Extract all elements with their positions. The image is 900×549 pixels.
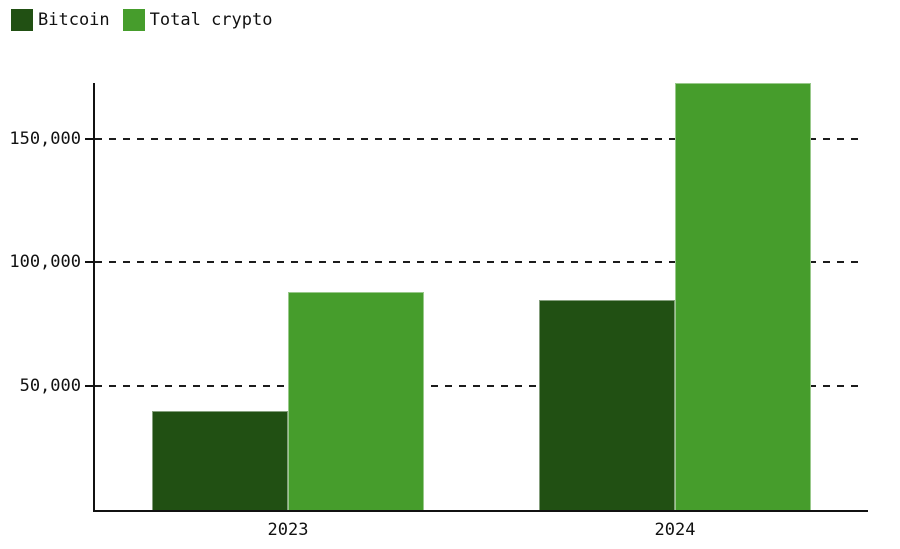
legend-swatch-bitcoin (11, 9, 33, 31)
bar-bitcoin-2023 (152, 411, 288, 510)
y-axis-label-50000: 50,000 (19, 376, 81, 396)
bar-total-crypto-2023 (288, 292, 424, 510)
legend-swatch-total-crypto (122, 9, 145, 31)
y-tick-150000 (85, 138, 93, 140)
legend-label-bitcoin: Bitcoin (38, 10, 110, 30)
legend-label-total-crypto: Total crypto (149, 10, 273, 30)
y-axis-label-100000: 100,000 (9, 252, 81, 272)
y-axis-label-150000: 150,000 (9, 129, 81, 149)
legend-item-bitcoin: Bitcoin (11, 9, 110, 31)
gridline-100000 (95, 261, 863, 263)
x-axis-line (93, 510, 868, 512)
x-axis-label-2023: 2023 (267, 520, 309, 540)
y-axis-line (93, 83, 95, 512)
legend: Bitcoin Total crypto (11, 9, 272, 31)
legend-item-total-crypto: Total crypto (122, 9, 273, 31)
x-axis-label-2024: 2024 (654, 520, 696, 540)
gridline-50000 (95, 385, 863, 387)
bar-total-crypto-2024 (675, 83, 811, 510)
y-tick-100000 (85, 261, 93, 263)
gridline-150000 (95, 138, 863, 140)
y-tick-50000 (85, 385, 93, 387)
bar-bitcoin-2024 (539, 300, 675, 510)
